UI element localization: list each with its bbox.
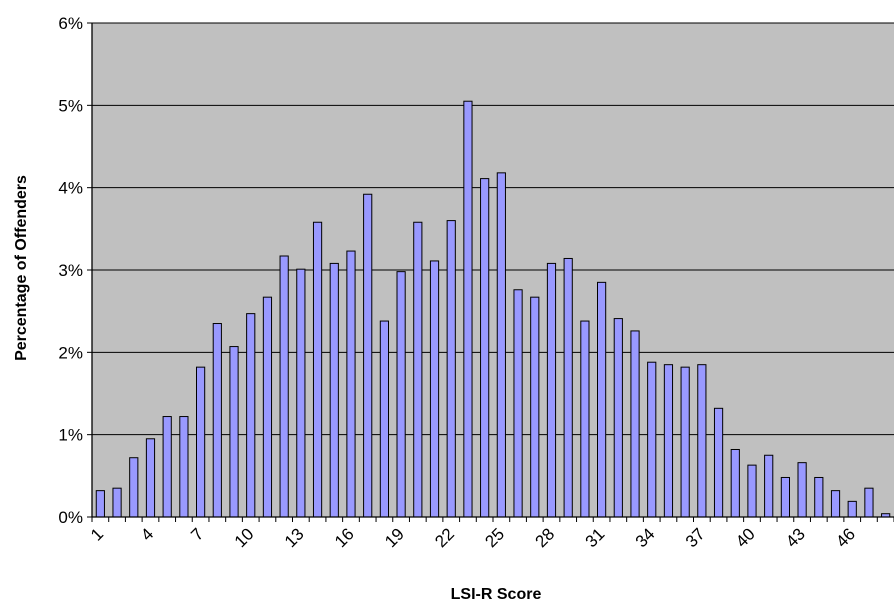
y-axis-ticks: 0% 1% 2% 3% 4% 5% 6%: [58, 14, 92, 527]
bar: [781, 477, 789, 517]
x-tick-label: 31: [582, 524, 609, 551]
bar: [247, 314, 255, 517]
x-tick-label: 19: [381, 524, 408, 551]
bar: [497, 173, 505, 517]
x-axis-title: LSI-R Score: [451, 586, 542, 603]
bar: [648, 362, 656, 517]
bar: [581, 321, 589, 517]
y-axis-title: Percentage of Offenders: [13, 175, 30, 361]
bar: [731, 449, 739, 517]
y-tick-label: 3%: [58, 261, 83, 280]
bar: [364, 194, 372, 517]
y-tick-label: 1%: [58, 426, 83, 445]
x-tick-label: 1: [87, 524, 107, 544]
bar: [848, 501, 856, 517]
bar: [765, 455, 773, 517]
y-tick-label: 6%: [58, 14, 83, 33]
bar: [464, 101, 472, 517]
x-tick-label: 28: [531, 524, 558, 551]
bar: [514, 290, 522, 517]
y-tick-label: 0%: [58, 508, 83, 527]
bar: [631, 331, 639, 517]
x-tick-label: 37: [682, 524, 709, 551]
y-tick-label: 5%: [58, 96, 83, 115]
bar: [230, 347, 238, 517]
bar: [130, 458, 138, 517]
bar: [96, 491, 104, 517]
x-tick-label: 22: [431, 524, 458, 551]
x-axis-ticks: 1 4 7 10 13 16 19 22 25 28 31 34 37 40 43 46: [87, 524, 859, 551]
bar: [531, 297, 539, 517]
bar: [481, 179, 489, 517]
bar: [614, 319, 622, 517]
x-tick-label: 43: [782, 524, 809, 551]
x-tick-label: 25: [481, 524, 508, 551]
bar: [714, 408, 722, 517]
bar: [280, 256, 288, 517]
bar: [330, 263, 338, 517]
bar: [447, 221, 455, 517]
bar: [263, 297, 271, 517]
bar: [598, 282, 606, 517]
bar: [414, 222, 422, 517]
bar: [865, 488, 873, 517]
x-tick-label: 16: [331, 524, 358, 551]
bar: [564, 258, 572, 517]
x-tick-label: 7: [187, 524, 207, 544]
bar: [430, 261, 438, 517]
bar: [547, 263, 555, 517]
bar: [197, 367, 205, 517]
bar: [397, 272, 405, 517]
bar: [815, 477, 823, 517]
bar: [347, 251, 355, 517]
bar: [664, 365, 672, 517]
y-tick-label: 2%: [58, 343, 83, 362]
bar: [113, 488, 121, 517]
x-tick-label: 13: [281, 524, 308, 551]
x-tick-label: 4: [137, 524, 157, 544]
x-tick-label: 10: [231, 524, 258, 551]
x-tick-label: 40: [732, 524, 759, 551]
bar: [163, 417, 171, 517]
bar: [213, 324, 221, 517]
bar: [831, 491, 839, 517]
x-tick-label: 34: [632, 524, 659, 551]
bar: [297, 269, 305, 517]
bar: [681, 367, 689, 517]
bar: [748, 465, 756, 517]
bar: [313, 222, 321, 517]
bar: [380, 321, 388, 517]
bar: [798, 463, 806, 517]
bar: [180, 417, 188, 517]
y-tick-label: 4%: [58, 179, 83, 198]
bar: [698, 365, 706, 517]
bar: [146, 439, 154, 517]
x-tick-label: 46: [832, 524, 859, 551]
